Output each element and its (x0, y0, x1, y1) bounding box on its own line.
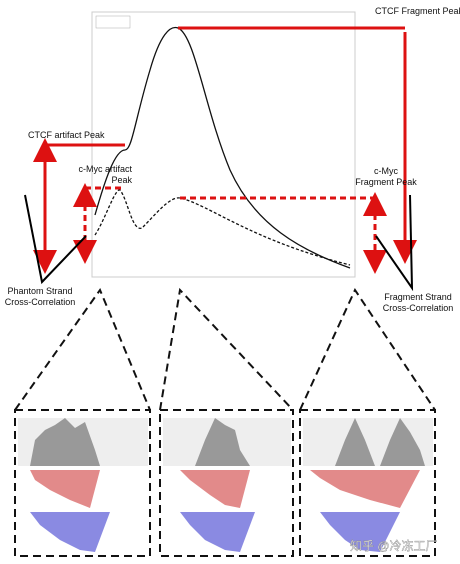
legend (95, 15, 131, 29)
zoom-lines (299, 287, 436, 411)
label: c-Myc artifact Peak (78, 164, 132, 185)
label: CTCF Fragment Peak (375, 6, 460, 16)
panel (159, 409, 294, 557)
zoom-lines (14, 287, 151, 411)
label: Phantom Strand Cross-Correlation (5, 286, 76, 307)
plot-area (91, 11, 356, 278)
cmyc-curve (94, 189, 351, 266)
fragment-pointer (375, 194, 414, 292)
phantom-pointer (24, 194, 87, 285)
zoom-lines (159, 287, 294, 411)
label: CTCF artifact Peak (28, 130, 105, 140)
ctcf-curve (94, 26, 351, 269)
label: c-Myc Fragment Peak (355, 166, 417, 187)
panel (14, 409, 151, 557)
panel (299, 409, 436, 557)
watermark: 知乎 @冷冻工厂 (350, 538, 438, 553)
label: Fragment Strand Cross-Correlation (383, 292, 454, 313)
